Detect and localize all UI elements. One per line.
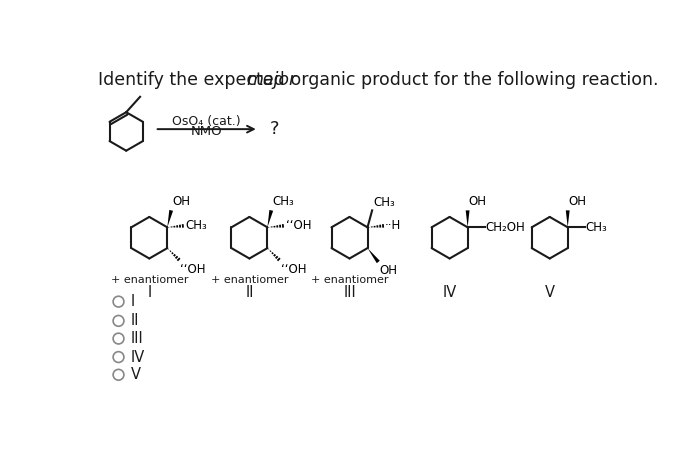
Polygon shape	[267, 210, 273, 228]
Text: CH₂OH: CH₂OH	[485, 221, 525, 234]
Text: CH₃: CH₃	[373, 196, 395, 209]
Text: Identify the expected: Identify the expected	[99, 70, 290, 88]
Text: ··H: ··H	[385, 219, 402, 232]
Text: NMO: NMO	[191, 124, 223, 138]
Text: ‘‘OH: ‘‘OH	[181, 263, 206, 276]
Text: I: I	[131, 294, 135, 309]
Text: III: III	[343, 285, 356, 300]
Text: OH: OH	[173, 195, 190, 208]
Text: ‘‘OH: ‘‘OH	[286, 219, 312, 232]
Text: + enantiomer: + enantiomer	[111, 275, 188, 285]
Text: OH: OH	[568, 195, 587, 208]
Polygon shape	[566, 210, 570, 228]
Text: V: V	[545, 285, 554, 300]
Text: + enantiomer: + enantiomer	[211, 275, 288, 285]
Text: ?: ?	[270, 120, 279, 138]
Text: CH₃: CH₃	[585, 221, 607, 234]
Text: CH₃: CH₃	[186, 219, 207, 232]
Text: IV: IV	[442, 285, 456, 300]
Text: II: II	[131, 314, 139, 328]
Text: OH: OH	[379, 264, 397, 277]
Text: organic product for the following reaction.: organic product for the following reacti…	[285, 70, 659, 88]
Text: IV: IV	[131, 350, 145, 365]
Polygon shape	[368, 248, 380, 263]
Polygon shape	[466, 210, 470, 228]
Text: + enantiomer: + enantiomer	[311, 275, 389, 285]
Text: CH₃: CH₃	[273, 195, 295, 208]
Text: OsO₄ (cat.): OsO₄ (cat.)	[172, 115, 241, 128]
Text: V: V	[131, 367, 141, 382]
Text: major: major	[246, 70, 297, 88]
Polygon shape	[167, 210, 173, 228]
Text: II: II	[245, 285, 253, 300]
Text: OH: OH	[468, 195, 486, 208]
Text: I: I	[147, 285, 151, 300]
Text: III: III	[131, 331, 144, 346]
Text: ‘‘OH: ‘‘OH	[281, 263, 306, 276]
